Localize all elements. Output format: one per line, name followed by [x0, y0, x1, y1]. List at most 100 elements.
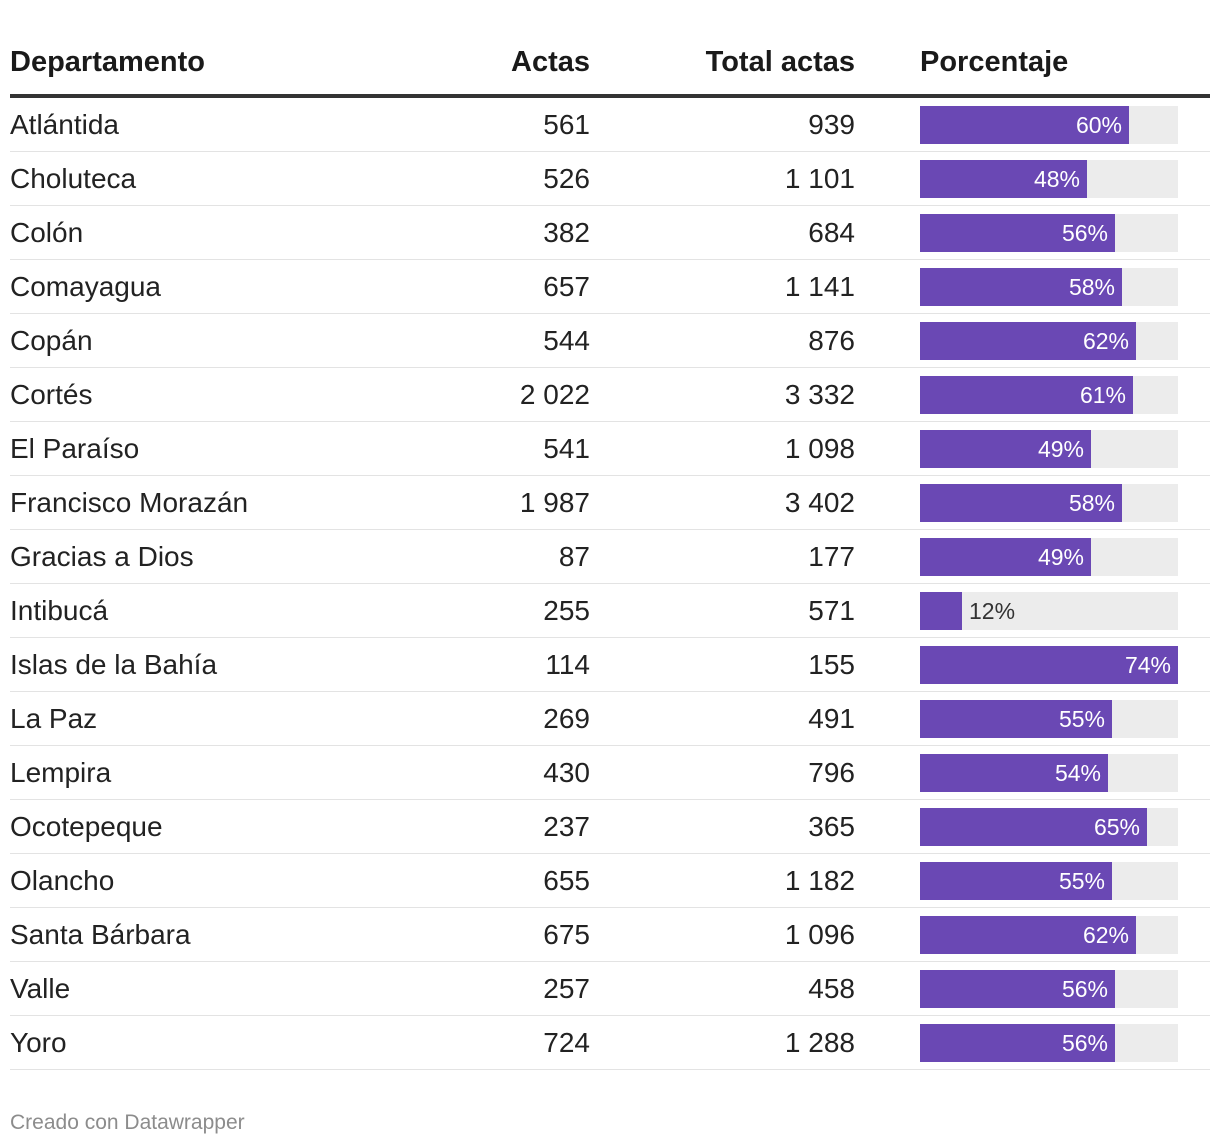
percentage-bar [920, 646, 1178, 684]
percentage-bar [920, 106, 1129, 144]
table-row: Intibucá 255 571 12% [10, 584, 1210, 638]
cell-departamento: Intibucá [10, 595, 109, 626]
percentage-bar-track: 62% [920, 322, 1178, 360]
percentage-bar-track: 74% [920, 646, 1178, 684]
percentage-bar [920, 214, 1115, 252]
percentage-bar-track: 56% [920, 970, 1178, 1008]
table-row: Santa Bárbara 675 1 096 62% [10, 908, 1210, 962]
percentage-label: 56% [1061, 1030, 1108, 1056]
cell-actas: 544 [543, 325, 590, 356]
cell-actas: 655 [543, 865, 590, 896]
cell-departamento: Comayagua [10, 271, 161, 302]
table-row: Gracias a Dios 87 177 49% [10, 530, 1210, 584]
cell-departamento: Islas de la Bahía [10, 649, 218, 680]
header-actas[interactable]: Actas [511, 46, 590, 78]
cell-actas: 269 [543, 703, 590, 734]
percentage-label: 54% [1054, 760, 1101, 786]
percentage-bar-track: 65% [920, 808, 1178, 846]
percentage-bar-track: 60% [920, 106, 1178, 144]
percentage-bar-track: 54% [920, 754, 1178, 792]
percentage-label: 58% [1068, 490, 1115, 516]
percentage-label: 74% [1124, 652, 1171, 678]
percentage-bar-track: 58% [920, 484, 1178, 522]
percentage-bar [920, 538, 1091, 576]
percentage-bar [920, 268, 1122, 306]
percentage-label: 12% [969, 598, 1016, 624]
percentage-bar-track: 56% [920, 214, 1178, 252]
table-row: Francisco Morazán 1 987 3 402 58% [10, 476, 1210, 530]
percentage-bar-track: 49% [920, 538, 1178, 576]
table-row: Ocotepeque 237 365 65% [10, 800, 1210, 854]
percentage-bar-track: 55% [920, 862, 1178, 900]
percentage-label: 49% [1037, 544, 1084, 570]
percentage-bar-track: 56% [920, 1024, 1178, 1062]
header-porcentaje[interactable]: Porcentaje [920, 46, 1069, 78]
percentage-bar [920, 1024, 1115, 1062]
percentage-bar [920, 484, 1122, 522]
cell-total-actas: 1 096 [784, 919, 855, 950]
cell-actas: 724 [543, 1027, 590, 1058]
table-header: Departamento Actas Total actas Porcentaj… [10, 32, 1210, 98]
table-row: La Paz 269 491 55% [10, 692, 1210, 746]
cell-actas: 2 022 [519, 379, 590, 410]
cell-actas: 561 [543, 109, 590, 140]
percentage-bar [920, 754, 1108, 792]
header-total-actas[interactable]: Total actas [705, 46, 855, 78]
percentage-label: 56% [1061, 976, 1108, 1002]
cell-departamento: Ocotepeque [10, 811, 163, 842]
table-row: Atlántida 561 939 60% [10, 98, 1210, 152]
percentage-bar [920, 322, 1136, 360]
table-row: Yoro 724 1 288 56% [10, 1016, 1210, 1070]
percentage-label: 65% [1093, 814, 1140, 840]
percentage-label: 49% [1037, 436, 1084, 462]
table-row: Lempira 430 796 54% [10, 746, 1210, 800]
cell-departamento: Yoro [10, 1027, 67, 1058]
table-row: Choluteca 526 1 101 48% [10, 152, 1210, 206]
cell-total-actas: 155 [808, 649, 855, 680]
cell-actas: 430 [543, 757, 590, 788]
table-row: El Paraíso 541 1 098 49% [10, 422, 1210, 476]
cell-departamento: El Paraíso [10, 433, 140, 464]
data-table: Departamento Actas Total actas Porcentaj… [10, 32, 1210, 1070]
cell-actas: 657 [543, 271, 590, 302]
percentage-bar-track: 62% [920, 916, 1178, 954]
table-body: Atlántida 561 939 60% Choluteca 526 1 101 48% Co… [10, 98, 1210, 1070]
cell-actas: 541 [543, 433, 590, 464]
percentage-bar-track: 55% [920, 700, 1178, 738]
percentage-bar [920, 592, 962, 630]
cell-actas: 526 [543, 163, 590, 194]
cell-departamento: Francisco Morazán [10, 487, 249, 518]
percentage-bar [920, 430, 1091, 468]
percentage-bar [920, 808, 1147, 846]
percentage-label: 48% [1033, 166, 1080, 192]
percentage-bar-track: 12% [920, 592, 1178, 630]
header-departamento[interactable]: Departamento [10, 46, 205, 78]
cell-total-actas: 684 [808, 217, 855, 248]
percentage-bar [920, 160, 1087, 198]
cell-departamento: Santa Bárbara [10, 919, 191, 950]
percentage-label: 55% [1058, 868, 1105, 894]
cell-departamento: Cortés [10, 379, 93, 410]
percentage-bar-track: 61% [920, 376, 1178, 414]
cell-departamento: Gracias a Dios [10, 541, 194, 572]
percentage-bar [920, 700, 1112, 738]
table-row: Copán 544 876 62% [10, 314, 1210, 368]
table-row: Colón 382 684 56% [10, 206, 1210, 260]
cell-total-actas: 571 [808, 595, 855, 626]
percentage-label: 60% [1075, 112, 1122, 138]
cell-departamento: Copán [10, 325, 93, 356]
cell-total-actas: 3 402 [784, 487, 855, 518]
cell-total-actas: 1 182 [784, 865, 855, 896]
percentage-bar [920, 376, 1133, 414]
cell-departamento: Choluteca [10, 163, 137, 194]
cell-total-actas: 177 [808, 541, 855, 572]
cell-departamento: Lempira [10, 757, 112, 788]
percentage-bar [920, 916, 1136, 954]
cell-total-actas: 796 [808, 757, 855, 788]
percentage-bar-track: 49% [920, 430, 1178, 468]
percentage-bar-track: 58% [920, 268, 1178, 306]
cell-total-actas: 365 [808, 811, 855, 842]
cell-total-actas: 458 [808, 973, 855, 1004]
cell-departamento: Olancho [10, 865, 115, 896]
percentage-bar [920, 862, 1112, 900]
